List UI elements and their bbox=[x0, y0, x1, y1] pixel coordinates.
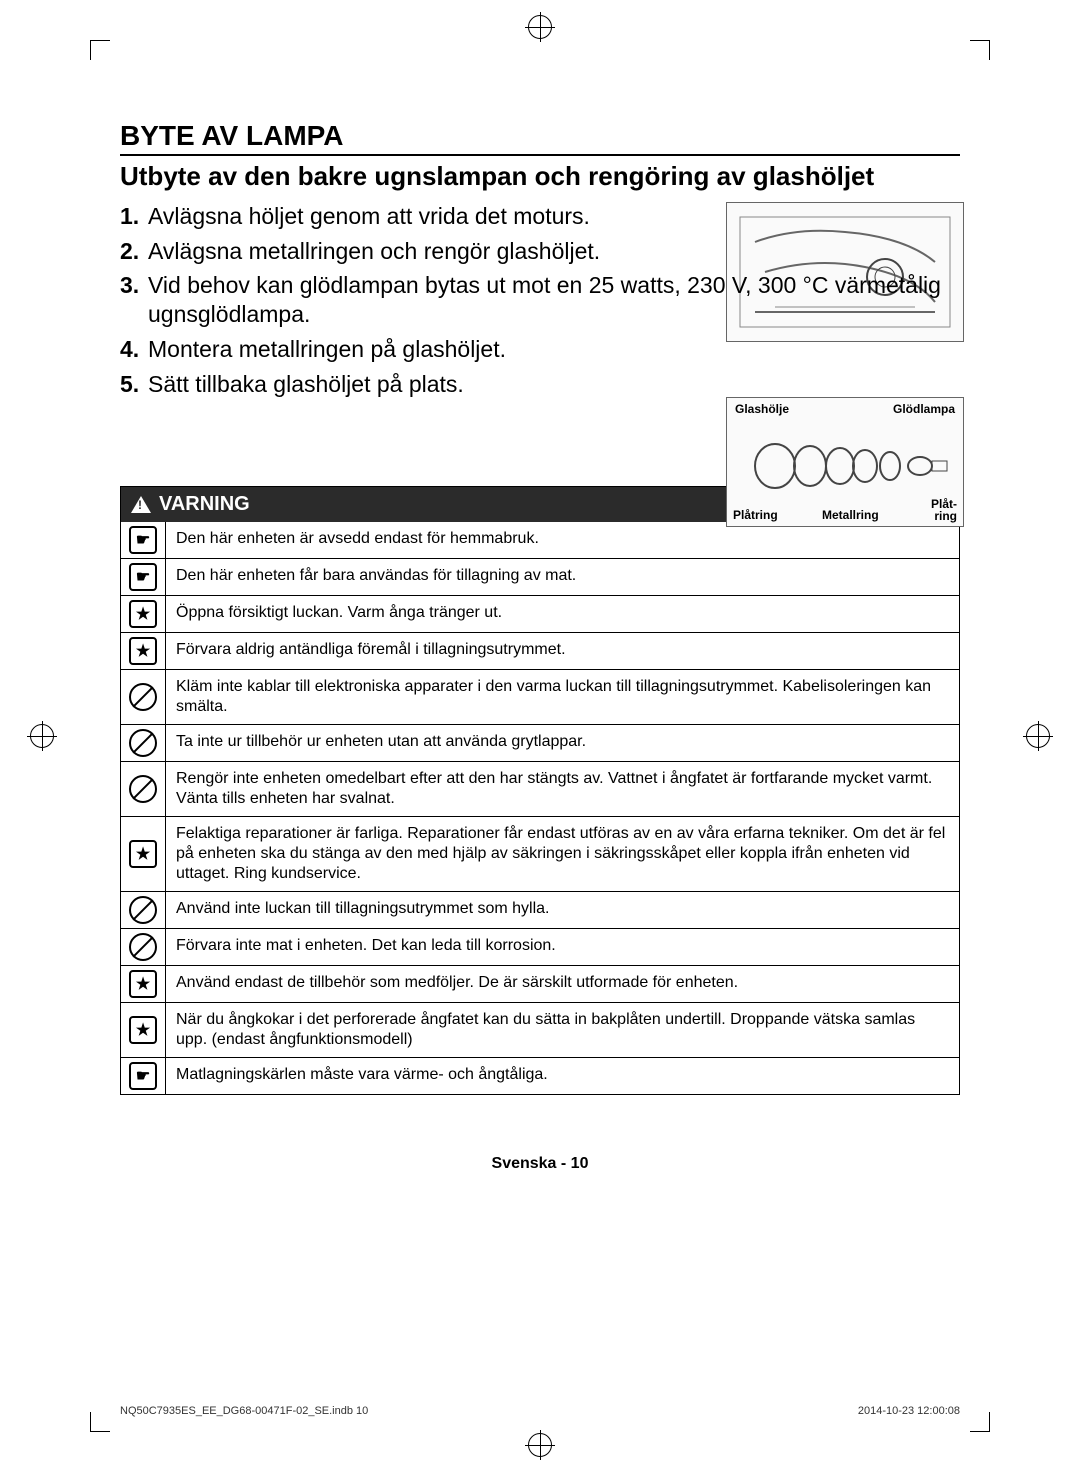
warning-icon-cell: ☛ bbox=[121, 522, 165, 558]
step-item: Sätt tillbaka glashöljet på plats. bbox=[120, 370, 960, 399]
note-icon: ☛ bbox=[129, 563, 157, 591]
warning-row: ★ Felaktiga reparationer är farliga. Repa… bbox=[121, 816, 959, 891]
warning-icon-cell: ☛ bbox=[121, 1058, 165, 1094]
warning-icon-cell: ★ bbox=[121, 817, 165, 891]
warning-row: ☛ Matlagningskärlen måste vara värme- och… bbox=[121, 1057, 959, 1094]
label-plate-ring-2: Plåt- ring bbox=[931, 498, 957, 522]
footer-filename: NQ50C7935ES_EE_DG68-00471F-02_SE.indb 10 bbox=[120, 1405, 368, 1417]
warning-row: Förvara inte mat i enheten. Det kan leda… bbox=[121, 928, 959, 965]
warning-icon-cell: ★ bbox=[121, 633, 165, 669]
label-metal-ring: Metallring bbox=[822, 508, 879, 522]
warning-row: Rengör inte enheten omedelbart efter att… bbox=[121, 761, 959, 816]
warning-text: Använd endast de tillbehör som medföljer… bbox=[165, 966, 959, 1002]
section-subheading: Utbyte av den bakre ugnslampan och rengö… bbox=[120, 162, 960, 192]
warning-text: Rengör inte enheten omedelbart efter att… bbox=[165, 762, 959, 816]
warning-text: När du ångkokar i det perforerade ångfat… bbox=[165, 1003, 959, 1057]
page-footer: Svenska - 10 bbox=[120, 1155, 960, 1173]
warning-title: VARNING bbox=[159, 493, 250, 516]
warning-icon-cell: ★ bbox=[121, 596, 165, 632]
warning-icon-cell bbox=[121, 725, 165, 761]
diagram-lamp-parts: Glashölje Glödlampa Plåtring Metallring … bbox=[726, 397, 964, 527]
warning-icon-cell: ★ bbox=[121, 966, 165, 1002]
label-plate-ring-1: Plåtring bbox=[733, 508, 778, 522]
prohibit-icon bbox=[129, 896, 157, 924]
star-icon: ★ bbox=[129, 840, 157, 868]
warning-text: Den här enheten är avsedd endast för hem… bbox=[165, 522, 959, 558]
step-item: Avlägsna metallringen och rengör glashöl… bbox=[120, 237, 960, 266]
footer-timestamp: 2014-10-23 12:00:08 bbox=[858, 1405, 960, 1417]
note-icon: ☛ bbox=[129, 526, 157, 554]
prohibit-icon bbox=[129, 729, 157, 757]
star-icon: ★ bbox=[129, 637, 157, 665]
warning-row: ★ När du ångkokar i det perforerade ångfa… bbox=[121, 1002, 959, 1057]
step-item: Vid behov kan glödlampan bytas ut mot en… bbox=[120, 271, 960, 329]
step-item: Avlägsna höljet genom att vrida det motu… bbox=[120, 202, 960, 231]
warning-row: ★ Förvara aldrig antändliga föremål i til… bbox=[121, 632, 959, 669]
prohibit-icon bbox=[129, 775, 157, 803]
warning-row: Ta inte ur tillbehör ur enheten utan att… bbox=[121, 724, 959, 761]
star-icon: ★ bbox=[129, 970, 157, 998]
warning-row: Kläm inte kablar till elektroniska appar… bbox=[121, 669, 959, 724]
warning-row: ★ Öppna försiktigt luckan. Varm ånga trän… bbox=[121, 595, 959, 632]
star-icon: ★ bbox=[129, 1016, 157, 1044]
prohibit-icon bbox=[129, 683, 157, 711]
label-bulb: Glödlampa bbox=[893, 402, 955, 416]
warning-icon bbox=[131, 496, 151, 513]
warning-box: VARNING ☛ Den här enheten är avsedd endas… bbox=[120, 486, 960, 1095]
warning-icon-cell: ★ bbox=[121, 1003, 165, 1057]
warning-icon-cell bbox=[121, 670, 165, 724]
warning-icon-cell bbox=[121, 762, 165, 816]
warning-text: Förvara inte mat i enheten. Det kan leda… bbox=[165, 929, 959, 965]
warning-row: Använd inte luckan till tillagningsutrym… bbox=[121, 891, 959, 928]
warning-icon-cell bbox=[121, 929, 165, 965]
note-icon: ☛ bbox=[129, 1062, 157, 1090]
warning-icon-cell: ☛ bbox=[121, 559, 165, 595]
warning-text: Den här enheten får bara användas för ti… bbox=[165, 559, 959, 595]
warning-text: Felaktiga reparationer är farliga. Repar… bbox=[165, 817, 959, 891]
step-item: Montera metallringen på glashöljet. bbox=[120, 335, 960, 364]
label-glass-cover: Glashölje bbox=[735, 402, 789, 416]
warning-row: ☛ Den här enheten får bara användas för t… bbox=[121, 558, 959, 595]
warning-row: ☛ Den här enheten är avsedd endast för he… bbox=[121, 522, 959, 558]
warning-text: Matlagningskärlen måste vara värme- och … bbox=[165, 1058, 959, 1094]
warning-text: Öppna försiktigt luckan. Varm ånga träng… bbox=[165, 596, 959, 632]
warning-text: Kläm inte kablar till elektroniska appar… bbox=[165, 670, 959, 724]
section-heading: BYTE AV LAMPA bbox=[120, 120, 960, 156]
star-icon: ★ bbox=[129, 600, 157, 628]
warning-row: ★ Använd endast de tillbehör som medfölje… bbox=[121, 965, 959, 1002]
prohibit-icon bbox=[129, 933, 157, 961]
warning-text: Förvara aldrig antändliga föremål i till… bbox=[165, 633, 959, 669]
warning-text: Använd inte luckan till tillagningsutrym… bbox=[165, 892, 959, 928]
warning-text: Ta inte ur tillbehör ur enheten utan att… bbox=[165, 725, 959, 761]
warning-icon-cell bbox=[121, 892, 165, 928]
